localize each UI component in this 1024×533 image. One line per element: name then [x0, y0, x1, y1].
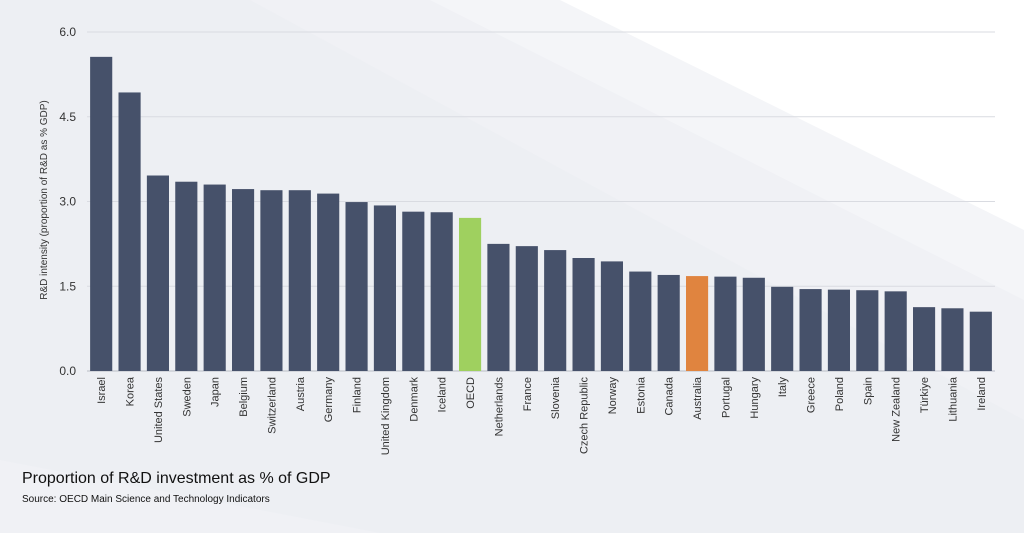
bar-oecd	[459, 217, 482, 371]
bar-ireland	[969, 311, 992, 371]
bar-hungary	[742, 277, 765, 371]
bar-spain	[856, 290, 879, 371]
bar-belgium	[232, 189, 255, 371]
bar-estonia	[629, 271, 652, 371]
bar-israel	[90, 56, 113, 372]
bar-australia	[686, 276, 709, 371]
bar-iceland	[430, 212, 453, 371]
x-tick-label: Denmark	[408, 377, 420, 422]
x-tick-label: United States	[153, 377, 165, 444]
x-tick-label: Iceland	[437, 377, 449, 412]
x-tick-label: Portugal	[720, 377, 732, 418]
bar-sweden	[175, 181, 198, 371]
x-tick-label: France	[522, 377, 534, 411]
bar-portugal	[714, 276, 737, 371]
y-tick-label: 3.0	[59, 195, 76, 209]
x-tick-label: Korea	[125, 376, 137, 406]
bar-germany	[317, 193, 340, 371]
bar-norway	[600, 261, 623, 371]
x-tick-label: Canada	[664, 376, 676, 415]
bar-korea	[118, 92, 141, 371]
x-tick-label: Ireland	[976, 377, 988, 411]
y-tick-label: 1.5	[59, 279, 76, 293]
x-tick-label: Austria	[295, 376, 307, 411]
chart-caption: Proportion of R&D investment as % of GDP	[22, 470, 331, 487]
x-tick-label: New Zealand	[891, 377, 903, 442]
x-tick-label: Czech Republic	[579, 377, 591, 455]
y-tick-label: 0.0	[59, 364, 76, 378]
bar-united-states	[146, 175, 169, 371]
x-tick-label: Sweden	[181, 377, 193, 417]
x-tick-label: Japan	[210, 377, 222, 407]
y-axis-label: R&D intensity (proportion of R&D as % GD…	[39, 100, 50, 300]
bar-slovenia	[544, 250, 567, 371]
bar-finland	[345, 202, 368, 371]
x-tick-label: Switzerland	[266, 377, 278, 434]
x-tick-label: Slovenia	[550, 376, 562, 419]
bar-poland	[827, 289, 850, 371]
bar-t-rkiye	[913, 307, 936, 371]
y-tick-label: 4.5	[59, 110, 76, 124]
y-tick-labels: 0.0 1.5 3.0 4.5 6.0	[59, 25, 76, 378]
x-tick-label: Belgium	[238, 377, 250, 417]
x-tick-label: Greece	[806, 377, 818, 413]
x-tick-label: Lithuania	[947, 376, 959, 422]
x-tick-label: Estonia	[635, 376, 647, 414]
bar-lithuania	[941, 308, 964, 371]
x-tick-label: Netherlands	[493, 377, 505, 437]
x-tick-label: Germany	[323, 377, 335, 423]
bar-czech-republic	[572, 258, 595, 371]
x-tick-label: OECD	[465, 377, 477, 409]
x-tick-label: Israel	[96, 377, 108, 404]
x-tick-label: Australia	[692, 376, 704, 420]
bar-switzerland	[260, 190, 283, 371]
bar-italy	[771, 286, 794, 371]
x-tick-label: Italy	[777, 377, 789, 398]
x-tick-label: Hungary	[749, 377, 761, 419]
chart-source: Source: OECD Main Science and Technology…	[22, 494, 270, 505]
x-tick-label: United Kingdom	[380, 377, 392, 455]
x-tick-label: Türkiye	[919, 377, 931, 413]
bars	[90, 56, 992, 372]
x-tick-label: Norway	[607, 377, 619, 415]
x-tick-labels: Israel Korea United States Sweden Japan Belgi…	[96, 376, 988, 455]
x-tick-label: Finland	[352, 377, 364, 413]
bar-france	[515, 246, 538, 371]
bar-canada	[657, 274, 680, 371]
y-tick-label: 6.0	[59, 25, 76, 39]
bar-netherlands	[487, 243, 510, 372]
bar-greece	[799, 289, 822, 371]
x-tick-label: Poland	[834, 377, 846, 411]
bar-united-kingdom	[373, 205, 396, 371]
bar-new-zealand	[884, 291, 907, 371]
bar-austria	[288, 190, 311, 371]
bar-denmark	[402, 211, 425, 371]
x-tick-label: Spain	[862, 377, 874, 405]
bar-japan	[203, 184, 226, 371]
